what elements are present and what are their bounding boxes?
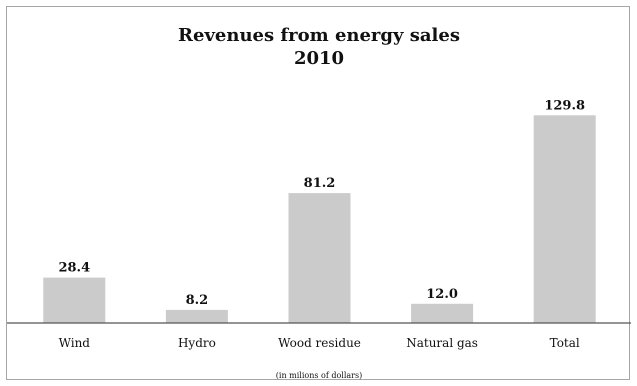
value-label-wood-residue: 81.2 [304, 176, 336, 191]
category-label-natural-gas: Natural gas [406, 336, 478, 350]
category-label-wood-residue: Wood residue [278, 336, 361, 350]
bar-hydro [165, 309, 228, 323]
bar-chart: Revenues from energy sales 2010 28.4 8.2 8… [7, 25, 631, 380]
category-labels-layer: Wind Hydro Wood residue Natural gas Total [59, 336, 580, 350]
chart-title: Revenues from energy sales [178, 25, 460, 46]
category-label-hydro: Hydro [178, 336, 216, 350]
bar-natural-gas [411, 303, 474, 323]
value-label-wind: 28.4 [58, 261, 90, 276]
value-label-hydro: 8.2 [186, 293, 209, 308]
units-footnote: (in milions of dollars) [276, 371, 362, 380]
bar-wood-residue [288, 193, 351, 323]
chart-frame: Revenues from energy sales 2010 28.4 8.2 8… [6, 6, 631, 380]
category-label-total: Total [550, 336, 580, 350]
value-label-total: 129.8 [544, 98, 585, 113]
bar-total [533, 115, 596, 323]
chart-subtitle: 2010 [294, 48, 344, 69]
bar-wind [43, 277, 106, 323]
value-labels-layer: 28.4 8.2 81.2 12.0 129.8 [58, 98, 585, 308]
bars-layer [43, 115, 596, 323]
value-label-natural-gas: 12.0 [426, 287, 458, 302]
category-label-wind: Wind [59, 336, 91, 350]
